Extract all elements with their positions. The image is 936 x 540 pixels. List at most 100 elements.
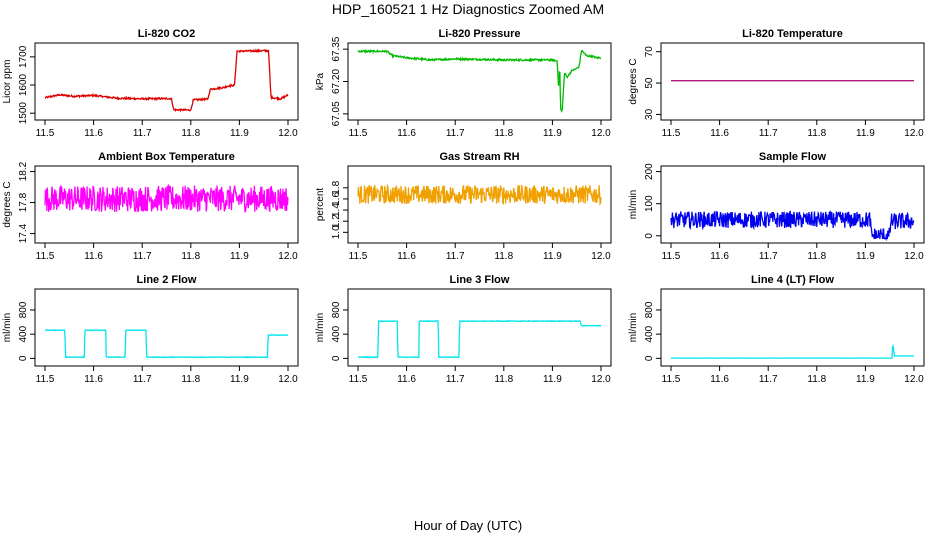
x-tick-label: 11.7 — [446, 128, 465, 139]
y-tick-label: 1.2 — [331, 214, 342, 228]
y-tick-label: 50 — [644, 77, 655, 89]
x-axis-label: Hour of Day (UTC) — [413, 518, 523, 533]
x-tick-label: 11.7 — [133, 128, 152, 139]
panel-title: Gas Stream RH — [439, 151, 519, 163]
y-tick-label: 67.35 — [331, 36, 342, 61]
x-tick-label: 11.6 — [710, 374, 729, 385]
x-tick-label: 11.8 — [494, 374, 513, 385]
plot-frame — [347, 165, 612, 244]
series-line — [357, 319, 602, 359]
x-tick-label: 11.8 — [181, 251, 200, 262]
y-axis-label: Licor ppm — [2, 60, 13, 104]
x-tick-label: 11.5 — [349, 251, 368, 262]
x-tick-label: 11.8 — [494, 251, 513, 262]
plot-frame — [34, 165, 299, 244]
panel-2: Li-820 Pressure kPa 11.5 11.6 11.7 11.8 11.9 12… — [315, 28, 612, 139]
x-tick-label: 11.9 — [230, 251, 249, 262]
y-tick-label: 0 — [18, 355, 29, 361]
y-tick-label: 1.6 — [331, 192, 342, 206]
y-axis-label: ml/min — [315, 313, 326, 342]
panel-8: Line 3 Flow ml/min 11.5 11.6 11.7 11.8 11.9 12.… — [315, 274, 612, 385]
x-tick-label: 12.0 — [591, 374, 611, 385]
x-tick-label: 11.7 — [759, 251, 778, 262]
plot-frame — [34, 42, 299, 121]
x-tick-label: 11.6 — [710, 128, 729, 139]
x-tick-label: 11.9 — [856, 251, 875, 262]
y-tick-label: 800 — [331, 301, 342, 318]
y-tick-label: 1700 — [18, 45, 29, 68]
x-tick-label: 11.6 — [84, 251, 103, 262]
x-tick-label: 12.0 — [591, 128, 611, 139]
series-line — [670, 343, 915, 359]
y-tick-label: 30 — [644, 108, 655, 120]
x-tick-label: 11.9 — [230, 128, 249, 139]
series-line — [44, 48, 289, 113]
plot-frame — [660, 288, 925, 367]
x-tick-label: 12.0 — [904, 128, 924, 139]
x-tick-label: 11.8 — [807, 128, 826, 139]
y-tick-label: 400 — [644, 325, 655, 342]
x-tick-label: 11.7 — [133, 374, 152, 385]
panel-4: Ambient Box Temperature degrees C 11.5 11.6… — [2, 151, 299, 262]
plot-frame — [347, 288, 612, 367]
x-tick-label: 11.5 — [36, 374, 55, 385]
x-tick-label: 11.9 — [230, 374, 249, 385]
y-tick-label: 18.2 — [18, 161, 29, 181]
panel-1: Li-820 CO2 Licor ppm 11.5 11.6 11.7 11.8 11.9 1… — [2, 28, 299, 139]
x-tick-label: 11.8 — [181, 374, 200, 385]
x-tick-label: 11.5 — [662, 128, 681, 139]
x-tick-label: 11.6 — [84, 374, 103, 385]
y-tick-label: 17.4 — [18, 223, 29, 243]
series-line — [357, 183, 602, 206]
x-tick-label: 11.6 — [710, 251, 729, 262]
x-tick-label: 11.6 — [397, 374, 416, 385]
y-tick-label: 67.05 — [331, 101, 342, 126]
page-title: HDP_160521 1 Hz Diagnostics Zoomed AM — [331, 1, 605, 17]
y-tick-label: 0 — [644, 355, 655, 361]
y-tick-label: 1.8 — [331, 180, 342, 194]
x-tick-label: 12.0 — [278, 374, 298, 385]
y-axis-label: ml/min — [628, 190, 639, 219]
y-tick-label: 70 — [644, 46, 655, 58]
x-tick-label: 11.7 — [446, 374, 465, 385]
y-axis-label: kPa — [315, 72, 326, 90]
x-tick-label: 12.0 — [278, 128, 298, 139]
x-tick-label: 11.9 — [543, 128, 562, 139]
panel-title: Li-820 CO2 — [138, 28, 195, 40]
x-tick-label: 11.9 — [856, 374, 875, 385]
x-tick-label: 11.5 — [349, 374, 368, 385]
y-axis-label: degrees C — [2, 181, 13, 227]
series-line — [357, 49, 601, 114]
series-line — [670, 210, 915, 242]
panel-title: Line 4 (LT) Flow — [751, 274, 834, 286]
x-tick-label: 11.5 — [349, 128, 368, 139]
y-tick-label: 400 — [18, 325, 29, 342]
y-tick-label: 1600 — [18, 73, 29, 96]
y-tick-label: 400 — [331, 325, 342, 342]
panel-3: Li-820 Temperature degrees C 11.5 11.6 11.7 1… — [628, 28, 925, 139]
y-axis-label: ml/min — [2, 313, 13, 342]
x-tick-label: 12.0 — [904, 251, 924, 262]
y-tick-label: 0 — [644, 233, 655, 239]
x-tick-label: 12.0 — [591, 251, 611, 262]
y-axis-label: degrees C — [628, 58, 639, 104]
x-tick-label: 11.6 — [84, 128, 103, 139]
x-tick-label: 11.9 — [856, 128, 875, 139]
plot-frame — [660, 165, 925, 244]
panel-5: Gas Stream RH percent 11.5 11.6 11.7 11.8 11.9… — [315, 151, 612, 262]
plot-frame — [34, 288, 299, 367]
y-axis-label: ml/min — [628, 313, 639, 342]
y-axis-label: percent — [315, 188, 326, 222]
y-tick-label: 1500 — [18, 102, 29, 125]
x-tick-label: 11.8 — [494, 128, 513, 139]
y-tick-label: 67.20 — [331, 69, 342, 94]
x-tick-label: 12.0 — [904, 374, 924, 385]
plot-frame — [347, 42, 612, 121]
y-tick-label: 0 — [331, 355, 342, 361]
panel-title: Line 2 Flow — [137, 274, 197, 286]
panel-9: Line 4 (LT) Flow ml/min 11.5 11.6 11.7 11.8 11… — [628, 274, 925, 385]
panel-6: Sample Flow ml/min 11.5 11.6 11.7 11.8 11.9 12.… — [628, 151, 925, 262]
panel-title: Line 3 Flow — [450, 274, 510, 286]
x-tick-label: 11.5 — [662, 374, 681, 385]
